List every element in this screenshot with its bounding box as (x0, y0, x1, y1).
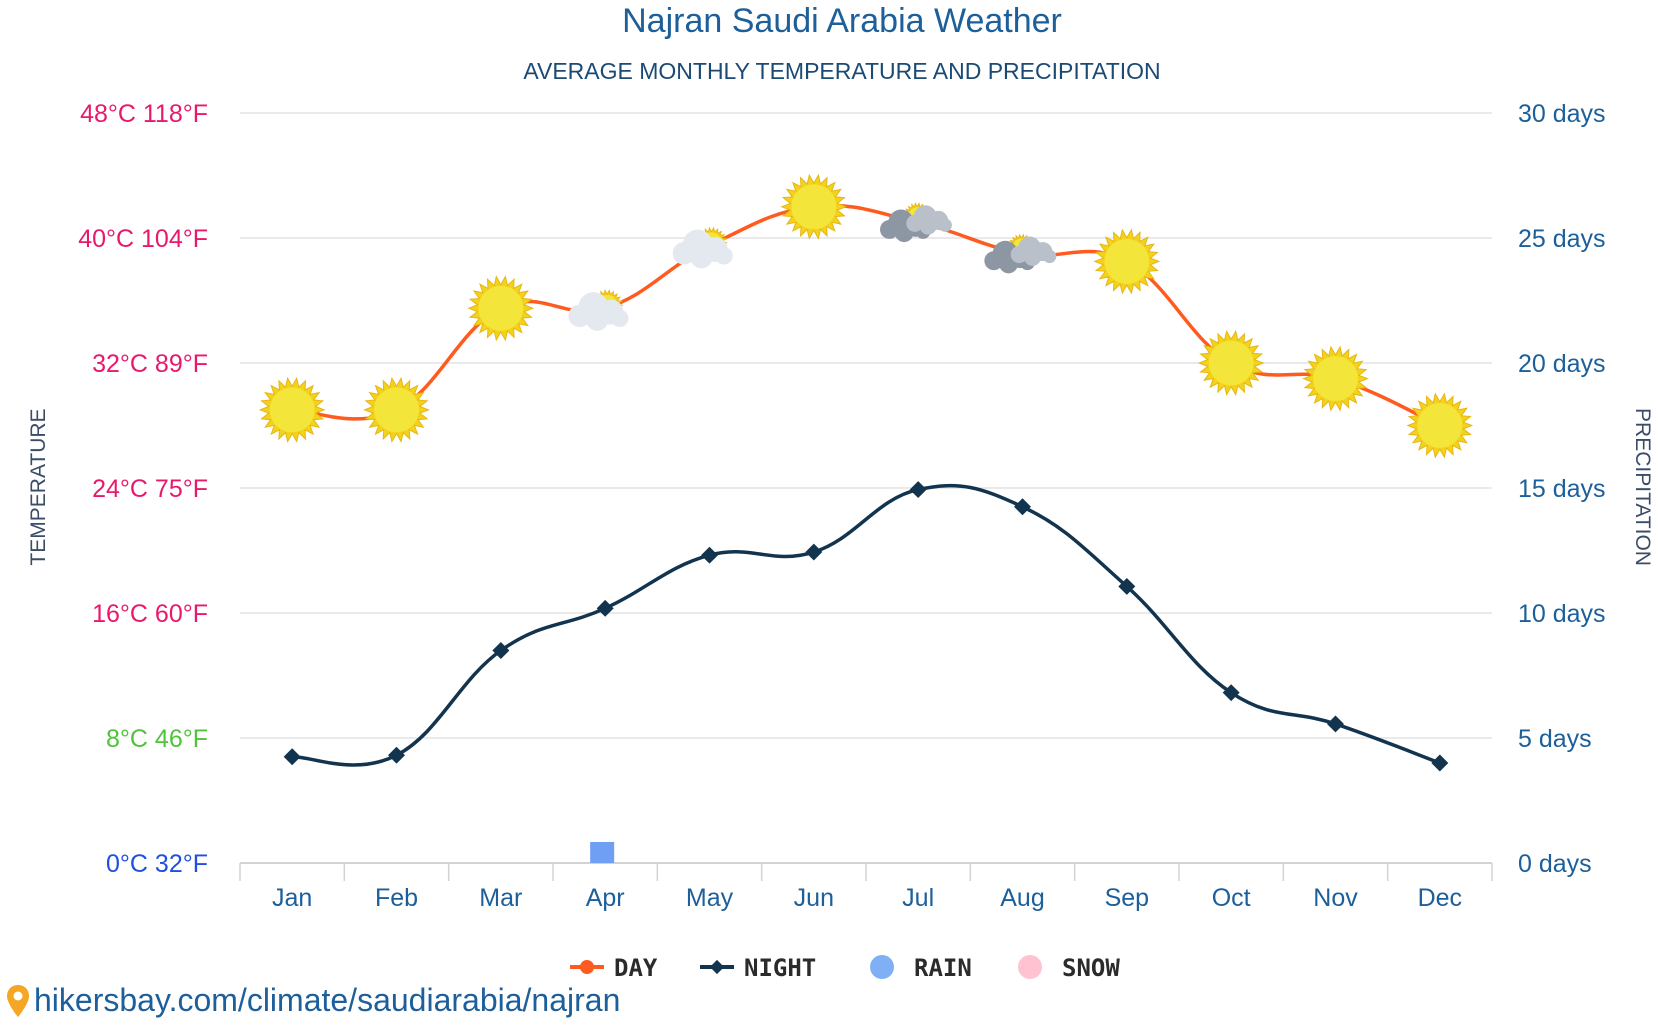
x-tick-label: Nov (1313, 884, 1358, 912)
x-tick-label: Sep (1105, 884, 1149, 912)
legend-label: RAIN (914, 954, 972, 982)
y-tick-right-label: 5 days (1518, 725, 1592, 753)
sun-disc (1208, 340, 1254, 386)
night-point (596, 599, 614, 617)
cloudy-sun-icon (880, 202, 952, 243)
source-url: hikersbay.com/climate/saudiarabia/najran (34, 982, 621, 1018)
y-tick-right-label: 15 days (1518, 475, 1606, 503)
cloud-shape (568, 292, 629, 331)
rain-bar (590, 842, 615, 863)
x-tick-label: May (686, 884, 734, 912)
partly-cloudy-icon (672, 226, 733, 269)
night-point (805, 543, 823, 561)
cloud-shape (906, 205, 952, 235)
y-tick-right-label: 0 days (1518, 850, 1592, 878)
cloud-puff (1042, 249, 1057, 264)
night-point (388, 746, 405, 764)
y-tick-right-label: 30 days (1518, 100, 1606, 128)
cloud-puff (919, 217, 937, 235)
x-axis: Jan Feb Mar Apr May Jun Jul Aug Sep Oct Nov Dec (239, 862, 1493, 912)
sun-disc (269, 387, 315, 433)
legend-item-snow: SNOW (1018, 954, 1120, 982)
x-tick-label: Mar (479, 884, 522, 912)
cloud-puff (938, 218, 952, 232)
source-link[interactable]: hikersbay.com/climate/saudiarabia/najran (6, 982, 620, 1019)
weather-icons (258, 173, 1474, 459)
y-tick-right-label: 20 days (1518, 350, 1606, 378)
legend-label: SNOW (1062, 954, 1120, 982)
chart-subtitle: AVERAGE MONTHLY TEMPERATURE AND PRECIPIT… (523, 58, 1160, 84)
sun-icon (467, 275, 535, 342)
night-point (909, 481, 927, 499)
cloud-puff (585, 308, 609, 331)
y-tick-left-label: 32°C 89°F (92, 350, 208, 378)
legend-item-rain: RAIN (870, 954, 972, 982)
night-point (1014, 498, 1031, 516)
cloud-shape (1010, 236, 1057, 266)
x-tick-label: Dec (1418, 884, 1462, 912)
night-point (1222, 684, 1240, 702)
night-point (283, 748, 301, 766)
cloud-puff (715, 247, 733, 265)
y-tick-left-label: 40°C 104°F (78, 225, 208, 253)
sun-icon (1093, 228, 1161, 295)
night-point (1118, 577, 1136, 595)
x-tick-label: Aug (1000, 884, 1044, 912)
sun-disc (791, 184, 837, 230)
y-axis-right-title: PRECIPITATION (1631, 408, 1654, 566)
legend-item-day: DAY (570, 954, 658, 982)
night-point (701, 546, 718, 564)
y-tick-left-label: 24°C 75°F (92, 475, 208, 503)
partly-cloudy-icon (568, 289, 629, 331)
x-tick-label: Apr (586, 884, 625, 912)
sun-disc (1104, 239, 1150, 284)
legend-marker (580, 960, 594, 974)
chart-title: Najran Saudi Arabia Weather (622, 2, 1062, 40)
x-tick-label: Jun (794, 884, 834, 912)
y-tick-left-label: 0°C 32°F (106, 850, 208, 878)
legend-marker (709, 959, 725, 975)
legend-label: DAY (614, 954, 658, 982)
gridlines (240, 112, 1492, 864)
x-tick-label: Jan (272, 884, 312, 912)
legend: DAY NIGHT RAIN SNOW (570, 954, 1120, 982)
sun-disc (1417, 403, 1463, 448)
cloud-shape (672, 229, 733, 269)
cloud-puff (1023, 248, 1042, 266)
sun-disc (1313, 356, 1358, 402)
sun-icon (1302, 345, 1369, 412)
cloud-puff (610, 309, 629, 328)
x-tick-label: Jul (902, 884, 934, 912)
y-tick-left-label: 8°C 46°F (106, 725, 208, 753)
y-tick-left-label: 16°C 60°F (92, 600, 208, 628)
cloud-puff (690, 245, 713, 269)
night-point (1431, 754, 1449, 772)
sun-icon (363, 376, 430, 443)
cloudy-sun-icon (984, 233, 1057, 274)
legend-item-night: NIGHT (700, 954, 816, 982)
y-axis-right: 30 days 25 days 20 days 15 days 10 days 5 day… (1518, 100, 1606, 878)
location-pin-icon (7, 984, 29, 1017)
y-axis-left-title: TEMPERATURE (27, 408, 50, 565)
sun-icon (780, 173, 848, 240)
y-tick-left-label: 48°C 118°F (80, 100, 208, 128)
y-axis-left: 48°C 118°F 40°C 104°F 32°C 89°F 24°C 75°F 16… (78, 100, 208, 878)
night-point (492, 642, 510, 659)
x-tick-label: Oct (1212, 884, 1251, 912)
sun-icon (1197, 329, 1265, 397)
y-tick-right-label: 25 days (1518, 225, 1606, 253)
rain-bars (590, 842, 615, 863)
legend-marker (1018, 955, 1042, 979)
sun-icon (258, 376, 326, 443)
legend-marker (870, 955, 894, 979)
night-line (292, 483, 1441, 767)
y-tick-right-label: 10 days (1518, 600, 1606, 628)
sun-disc (478, 285, 524, 331)
x-tick-label: Feb (375, 884, 418, 912)
legend-label: NIGHT (744, 954, 816, 982)
sun-disc (374, 387, 419, 433)
night-point (1327, 715, 1344, 733)
sun-icon (1406, 392, 1474, 459)
